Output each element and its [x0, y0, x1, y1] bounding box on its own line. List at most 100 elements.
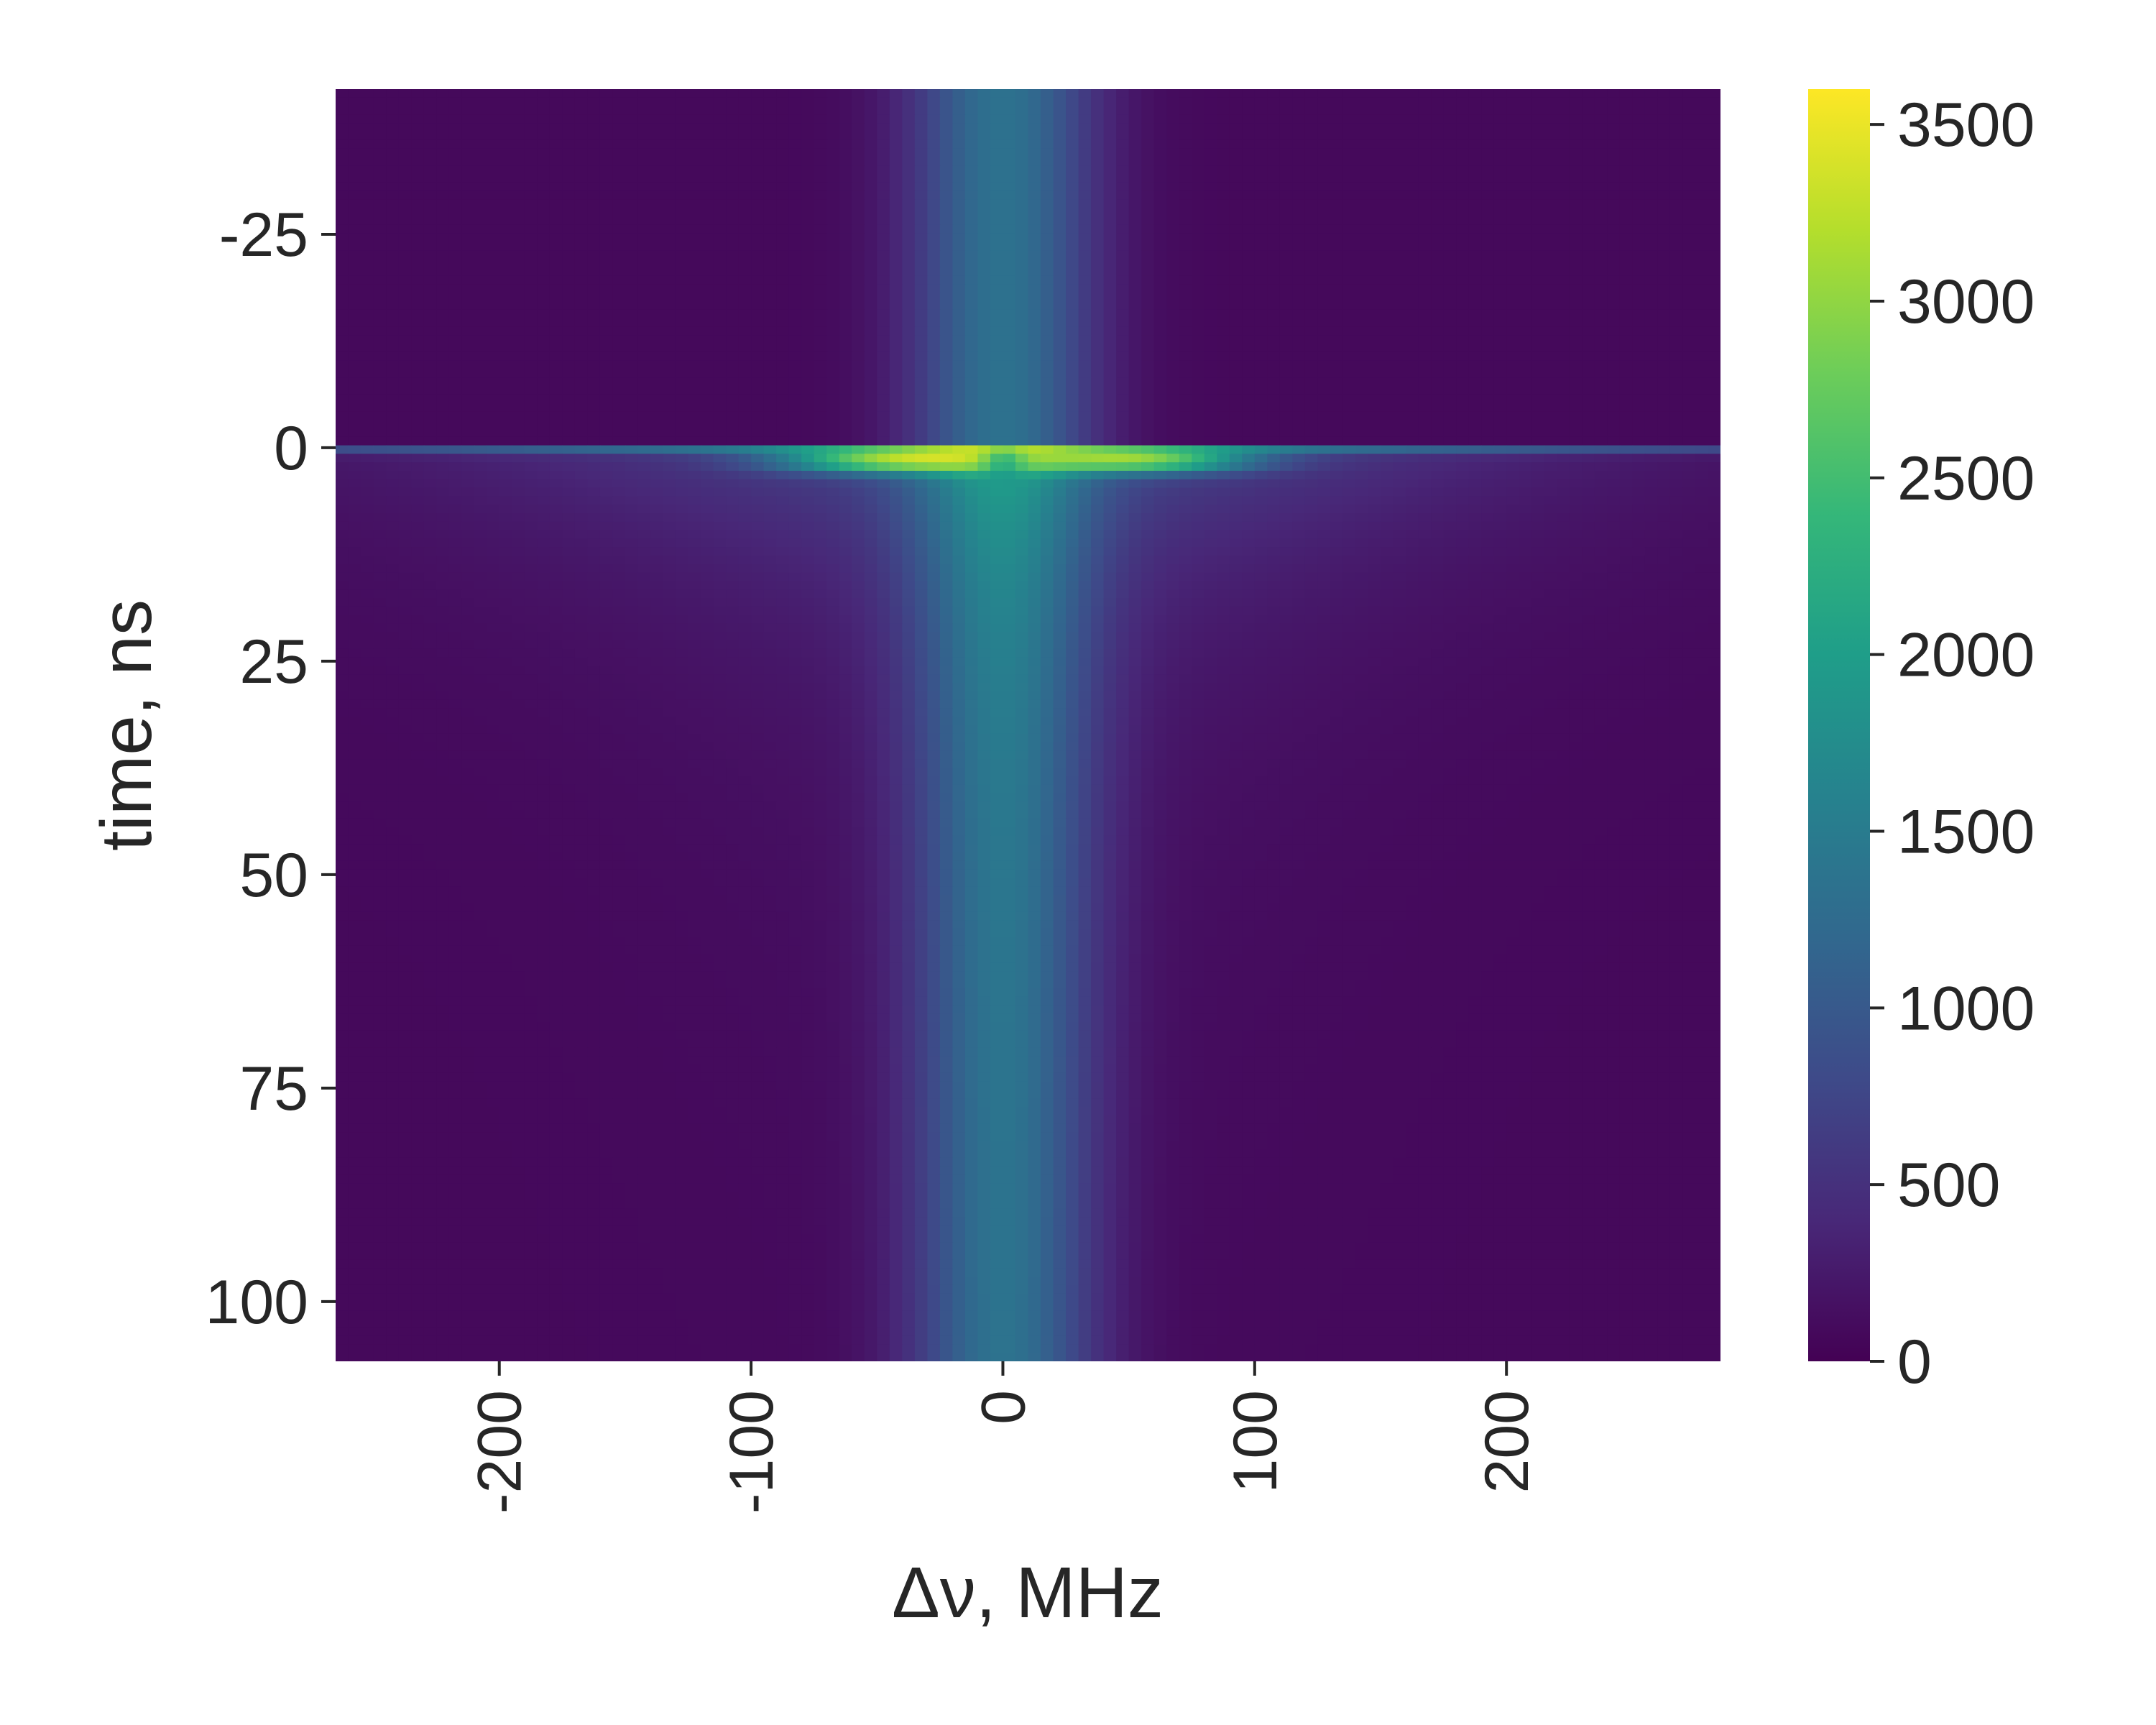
heatmap-cell	[1632, 89, 1646, 98]
heatmap-cell	[1053, 190, 1067, 201]
heatmap-cell	[1619, 242, 1634, 251]
heatmap-cell	[1708, 114, 1720, 124]
heatmap-cell	[688, 165, 701, 175]
heatmap-cell	[625, 157, 639, 166]
heatmap-cell	[902, 106, 916, 116]
heatmap-cell	[1053, 428, 1067, 438]
heatmap-cell	[1506, 344, 1520, 353]
heatmap-cell	[1192, 369, 1205, 378]
heatmap-cell	[512, 420, 525, 429]
heatmap-cell	[701, 454, 714, 463]
heatmap-cell	[361, 259, 374, 268]
heatmap-cell	[788, 309, 802, 319]
heatmap-cell	[776, 233, 790, 243]
heatmap-cell	[1544, 123, 1558, 132]
heatmap-cell	[1330, 335, 1344, 344]
heatmap-cell	[1153, 326, 1167, 336]
heatmap-cell	[663, 293, 676, 302]
heatmap-cell	[1619, 233, 1634, 243]
heatmap-cell	[1569, 208, 1583, 217]
heatmap-cell	[852, 216, 865, 226]
heatmap-cell	[688, 394, 701, 404]
heatmap-cell	[1481, 293, 1495, 302]
heatmap-cell	[1179, 369, 1193, 378]
heatmap-cell	[1192, 259, 1205, 268]
heatmap-cell	[726, 224, 740, 234]
heatmap-cell	[939, 224, 954, 234]
heatmap-cell	[1355, 157, 1369, 166]
heatmap-cell	[914, 284, 929, 293]
heatmap-cell	[1418, 301, 1432, 310]
heatmap-cell	[763, 242, 777, 251]
heatmap-cell	[1028, 157, 1041, 166]
heatmap-cell	[1103, 250, 1117, 259]
heatmap-cell	[1128, 420, 1142, 429]
heatmap-cell	[1506, 454, 1520, 463]
heatmap-cell	[474, 445, 488, 455]
heatmap-cell	[1607, 114, 1621, 124]
heatmap-cell	[411, 114, 425, 124]
heatmap-cell	[625, 326, 639, 336]
heatmap-cell	[1456, 318, 1470, 328]
heatmap-cell	[1254, 199, 1268, 208]
heatmap-cell	[474, 267, 488, 277]
heatmap-cell	[1431, 89, 1445, 98]
heatmap-cell	[801, 445, 815, 455]
heatmap-cell	[398, 428, 412, 438]
heatmap-cell	[1431, 123, 1445, 132]
heatmap-cell	[902, 394, 916, 404]
heatmap-cell	[1317, 344, 1331, 353]
heatmap-cell	[1381, 386, 1394, 395]
heatmap-cell	[1531, 309, 1545, 319]
heatmap-cell	[361, 284, 374, 293]
heatmap-cell	[964, 157, 979, 166]
heatmap-cell	[1267, 284, 1281, 293]
heatmap-cell	[1468, 369, 1482, 378]
heatmap-cell	[1342, 369, 1356, 378]
heatmap-cell	[1695, 402, 1709, 413]
heatmap-cell	[751, 318, 765, 328]
heatmap-cell	[1242, 377, 1256, 387]
heatmap-cell	[599, 369, 614, 378]
heatmap-cell	[1279, 165, 1294, 175]
heatmap-cell	[701, 216, 714, 226]
heatmap-cell	[814, 208, 828, 217]
heatmap-cell	[637, 445, 651, 455]
heatmap-cell	[1406, 157, 1419, 166]
heatmap-cell	[814, 318, 828, 328]
heatmap-cell	[1544, 106, 1558, 116]
heatmap-cell	[1066, 97, 1079, 107]
heatmap-cell	[1317, 284, 1331, 293]
heatmap-cell	[336, 309, 349, 319]
heatmap-cell	[1103, 132, 1117, 141]
heatmap-cell	[839, 360, 853, 370]
heatmap-cell	[512, 377, 525, 387]
heatmap-cell	[1355, 462, 1369, 472]
heatmap-cell	[1330, 428, 1344, 438]
heatmap-cell	[574, 275, 589, 285]
heatmap-cell	[1456, 165, 1470, 175]
heatmap-cell	[436, 420, 450, 429]
heatmap-cell	[1381, 309, 1394, 319]
heatmap-cell	[826, 386, 840, 395]
heatmap-cell	[562, 132, 576, 141]
heatmap-cell	[499, 165, 513, 175]
heatmap-cell	[1582, 199, 1595, 208]
heatmap-cell	[852, 420, 865, 429]
heatmap-cell	[373, 428, 387, 438]
heatmap-cell	[1607, 97, 1621, 107]
heatmap-cell	[398, 326, 412, 336]
heatmap-cell	[1481, 190, 1495, 201]
heatmap-cell	[1355, 242, 1369, 251]
heatmap-cell	[574, 216, 589, 226]
heatmap-cell	[1481, 411, 1495, 420]
heatmap-cell	[1393, 199, 1406, 208]
heatmap-cell	[487, 471, 500, 480]
heatmap-cell	[373, 114, 387, 124]
heatmap-cell	[663, 335, 676, 344]
heatmap-cell	[1381, 174, 1394, 183]
heatmap-cell	[1632, 445, 1646, 455]
heatmap-cell	[1242, 386, 1256, 395]
heatmap-cell	[1242, 420, 1256, 429]
heatmap-cell	[348, 97, 361, 107]
